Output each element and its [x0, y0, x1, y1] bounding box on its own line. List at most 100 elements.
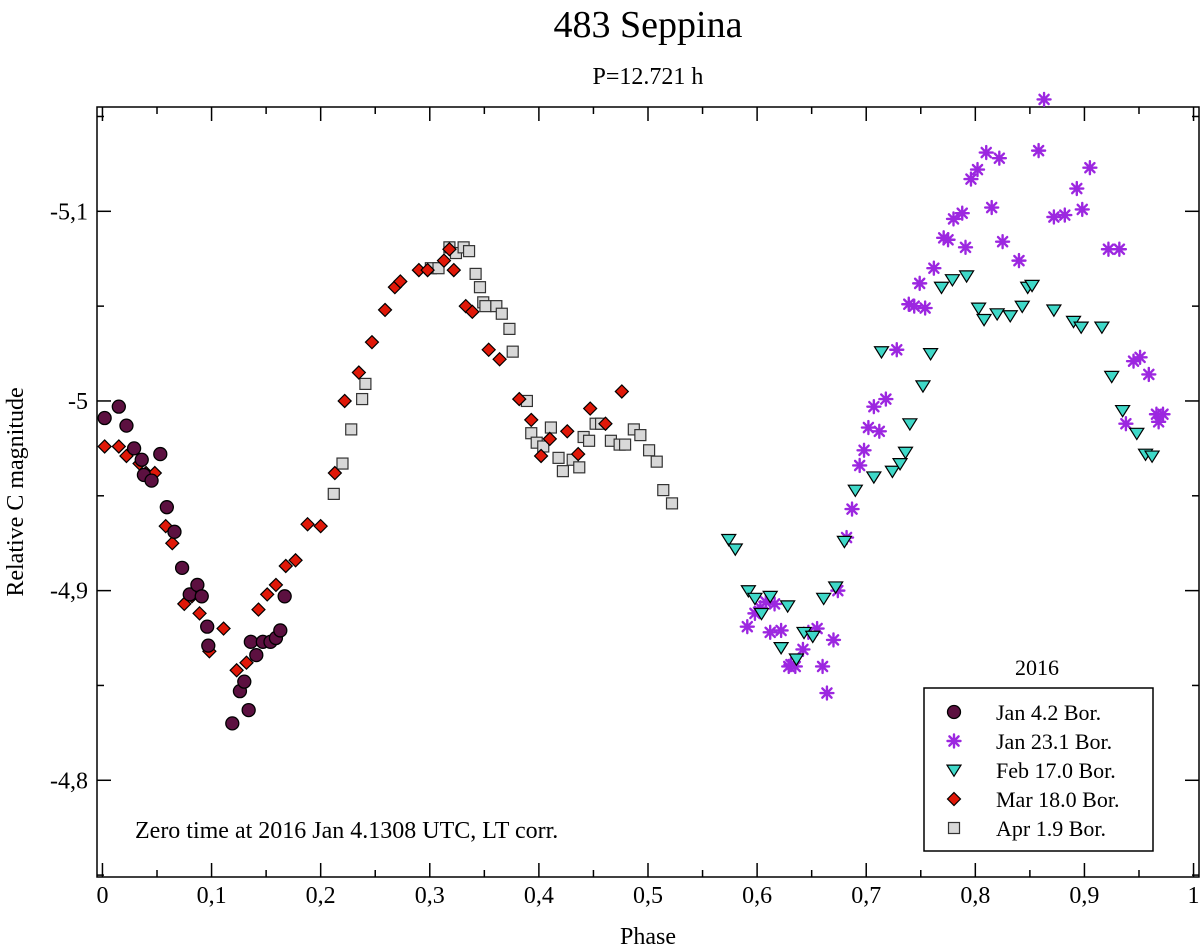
data-point-asterisk [739, 618, 755, 635]
data-point-asterisk [1011, 252, 1027, 269]
data-point-diamond [614, 384, 630, 399]
x-tick-label: 0,2 [306, 883, 336, 909]
data-point-asterisk [783, 656, 799, 673]
data-point-circle [119, 418, 134, 433]
data-point-triangle-down [1023, 279, 1041, 293]
data-point-square [650, 455, 663, 468]
data-point-circle [97, 410, 112, 426]
data-point-triangle-down [1114, 404, 1131, 418]
data-point-square [356, 392, 369, 406]
data-point-triangle-down [836, 535, 853, 549]
data-point-triangle-down [1045, 304, 1062, 318]
data-point-asterisk [819, 685, 835, 701]
data-point-asterisk [957, 239, 974, 256]
data-point-circle [144, 473, 159, 488]
y-tick-label: -5 [68, 389, 88, 415]
x-tick-label: 0,4 [524, 883, 554, 909]
data-point-diamond [97, 439, 112, 454]
legend-marker-triangle-down [945, 764, 963, 778]
data-point-asterisk [851, 457, 868, 474]
data-point-triangle-down [1093, 321, 1110, 335]
data-point-triangle-down [815, 592, 832, 606]
data-point-triangle-down [720, 533, 737, 547]
data-point-asterisk [1030, 142, 1047, 159]
data-point-circle [167, 524, 182, 539]
data-point-asterisk [1118, 416, 1134, 432]
legend: Jan 4.2 Bor. Jan 23.1 Bor. Feb 17.0 Bor. Ma… [945, 700, 1119, 841]
data-point-asterisk [787, 658, 803, 675]
data-point-asterisk [1057, 207, 1073, 223]
data-point-square [506, 345, 519, 358]
data-point-triangle-down [746, 592, 764, 606]
data-point-triangle-down [970, 302, 987, 316]
series-asterisk [739, 91, 1171, 701]
data-point-circle [237, 674, 252, 689]
data-point-square [544, 421, 557, 434]
y-axis-ticks: -5,1 -5 -4,9 -4,8 [50, 115, 1199, 876]
data-point-asterisk [940, 232, 956, 248]
data-point-square [556, 465, 569, 478]
zero-time-annotation: Zero time at 2016 Jan 4.1308 UTC, LT cor… [135, 818, 558, 844]
data-point-triangle-down [773, 642, 790, 655]
data-point-diamond [511, 391, 527, 407]
data-point-asterisk [844, 501, 860, 517]
data-point-diamond [300, 516, 315, 532]
data-point-asterisk [917, 300, 933, 316]
data-point-diamond [436, 253, 452, 268]
data-point-triangle-down [891, 458, 909, 471]
data-point-asterisk [766, 596, 783, 612]
data-point-circle [249, 647, 264, 663]
data-point-diamond [313, 518, 329, 534]
data-point-square [503, 322, 516, 335]
data-point-triangle-down [944, 274, 961, 288]
legend-label: Jan 4.2 Bor. [996, 700, 1101, 725]
data-point-circle [273, 623, 288, 638]
series-diamond [97, 241, 630, 678]
data-point-circle [126, 441, 142, 456]
data-point-asterisk [969, 161, 986, 178]
data-point-asterisk [901, 296, 917, 312]
data-point-square [665, 497, 679, 510]
data-point-asterisk [935, 230, 952, 246]
legend-marker-diamond [946, 791, 962, 807]
data-point-circle [201, 638, 216, 653]
data-point-square [327, 487, 340, 500]
data-point-asterisk [906, 298, 922, 314]
data-point-diamond [446, 262, 462, 278]
data-points [97, 91, 1171, 731]
data-point-asterisk [860, 419, 877, 436]
x-tick-label: 0 [96, 883, 108, 909]
data-point-circle [225, 716, 240, 731]
data-point-triangle-down [827, 581, 844, 595]
data-point-triangle-down [884, 465, 901, 479]
data-point-circle [194, 589, 209, 604]
data-point-diamond [192, 606, 207, 621]
data-point-square [345, 423, 358, 436]
data-point-diamond [442, 241, 457, 257]
data-point-diamond [239, 655, 254, 671]
data-point-asterisk [889, 342, 905, 358]
data-point-square [336, 457, 349, 470]
data-point-square [495, 307, 508, 320]
legend-label: Apr 1.9 Bor. [996, 816, 1106, 841]
data-point-asterisk [963, 171, 979, 187]
data-point-diamond [481, 342, 497, 358]
data-point-diamond [523, 412, 539, 428]
data-point-square [462, 245, 476, 258]
data-point-asterisk [809, 620, 825, 637]
data-point-triangle-down [1073, 321, 1090, 335]
data-point-triangle-down [922, 348, 939, 361]
data-point-square [582, 434, 596, 447]
x-axis-label: Phase [620, 924, 676, 949]
data-point-triangle-down [779, 600, 796, 614]
data-point-square [642, 444, 656, 457]
data-point-diamond [268, 577, 284, 593]
data-point-circle [111, 399, 126, 414]
legend-label: Feb 17.0 Bor. [996, 758, 1116, 783]
data-point-diamond [259, 587, 275, 602]
legend-marker-circle [946, 704, 962, 720]
legend-marker-asterisk [946, 733, 962, 749]
data-point-asterisk [825, 632, 842, 648]
data-point-square [634, 429, 647, 442]
data-point-circle [174, 560, 190, 576]
